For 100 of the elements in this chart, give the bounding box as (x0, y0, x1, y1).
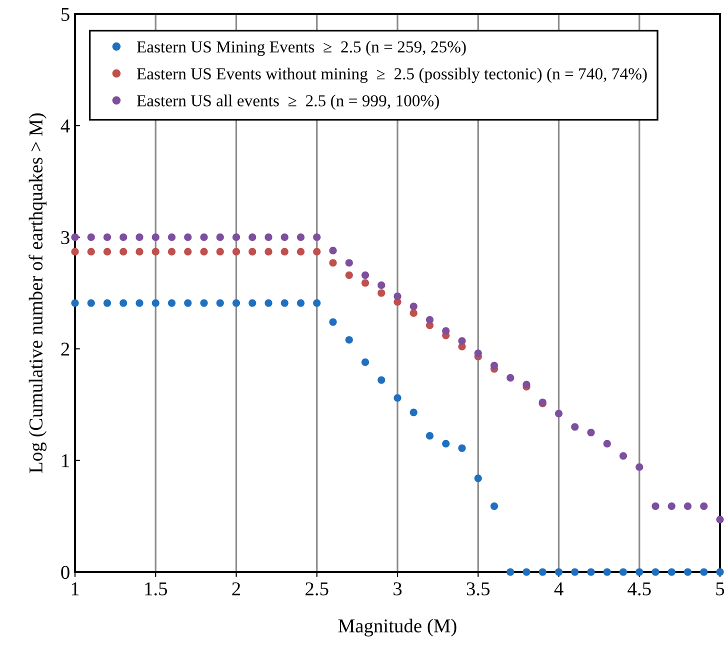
point (120, 248, 128, 256)
point (394, 394, 402, 402)
point (345, 259, 353, 267)
point (120, 233, 128, 242)
point (329, 318, 337, 326)
point (716, 516, 724, 524)
point (248, 233, 256, 242)
point (313, 233, 321, 242)
point (329, 246, 337, 254)
point (71, 299, 79, 307)
point (522, 568, 530, 576)
y-tick-label: 2 (61, 342, 70, 356)
point (152, 299, 160, 307)
point (394, 292, 402, 300)
x-tick-label: 3.5 (466, 582, 490, 596)
point (603, 568, 611, 576)
point (152, 233, 160, 242)
point (378, 281, 386, 289)
point (619, 452, 628, 460)
point (538, 568, 546, 576)
x-tick-label: 4.5 (628, 582, 651, 596)
point (619, 568, 628, 576)
point (152, 248, 160, 256)
point (120, 299, 128, 307)
y-axis-title: Log (Cumulative number of earthquakes > M) (28, 113, 47, 473)
point (216, 248, 224, 256)
legend-label: Eastern US Events without mining ≥ 2.5 (possibly tectonic) (n = 740, 74%) (136, 68, 647, 83)
x-axis-title: Magnitude (M) (338, 618, 456, 636)
point (442, 327, 450, 335)
point (458, 337, 466, 345)
point (410, 408, 418, 416)
point (103, 299, 112, 307)
point (652, 502, 660, 510)
legend-label: Eastern US Mining Events ≥ 2.5 (n = 259, 25%) (136, 40, 466, 56)
point (87, 233, 95, 242)
point (506, 374, 514, 382)
point (506, 568, 514, 576)
point (103, 248, 112, 256)
y-tick-label: 0 (61, 566, 70, 579)
y-tick-label: 1 (62, 454, 69, 468)
legend-label: Eastern US all events ≥ 2.5 (n = 999, 100%) (136, 94, 439, 110)
point (361, 279, 370, 287)
point (103, 233, 112, 242)
point (426, 316, 434, 324)
point (571, 568, 579, 576)
point (345, 271, 353, 279)
point (522, 380, 530, 388)
point (668, 568, 676, 576)
y-tick-label: 5 (62, 8, 70, 21)
point (232, 299, 240, 307)
point (200, 233, 208, 242)
point (168, 299, 176, 307)
y-tick-label: 4 (60, 120, 70, 132)
point (490, 502, 498, 510)
x-tick-label: 3 (394, 582, 402, 596)
point (71, 233, 79, 242)
point (136, 299, 144, 307)
point (458, 444, 466, 452)
point (603, 440, 611, 448)
point (264, 233, 272, 242)
point (71, 248, 79, 256)
point (700, 568, 708, 576)
x-tick-label: 1.5 (145, 582, 168, 596)
x-tick-label: 1 (72, 582, 79, 596)
point (87, 248, 95, 256)
point (587, 568, 595, 576)
point (216, 299, 224, 307)
point (296, 248, 305, 256)
point (490, 362, 498, 370)
point (571, 423, 579, 431)
point (587, 428, 595, 436)
point (684, 568, 692, 576)
point (361, 358, 370, 366)
point (329, 259, 337, 267)
point (636, 463, 644, 471)
point (313, 299, 321, 307)
x-tick-label: 2 (232, 582, 240, 596)
y-tick-label: 3 (61, 231, 70, 244)
point (474, 349, 482, 358)
point (378, 289, 386, 297)
point (296, 299, 305, 307)
point (280, 299, 288, 307)
point (554, 410, 563, 418)
point (280, 233, 288, 242)
point (264, 248, 272, 256)
point (474, 474, 482, 482)
point (410, 309, 418, 317)
point (554, 568, 563, 576)
x-tick-label: 4 (554, 582, 564, 596)
x-tick-label: 2.5 (306, 582, 328, 596)
point (313, 248, 321, 256)
point (184, 299, 192, 307)
point (636, 568, 644, 576)
point (136, 248, 144, 256)
point (684, 502, 692, 510)
point (426, 432, 434, 440)
point (232, 248, 240, 256)
point (280, 248, 288, 256)
point (216, 233, 224, 242)
point (136, 233, 144, 242)
